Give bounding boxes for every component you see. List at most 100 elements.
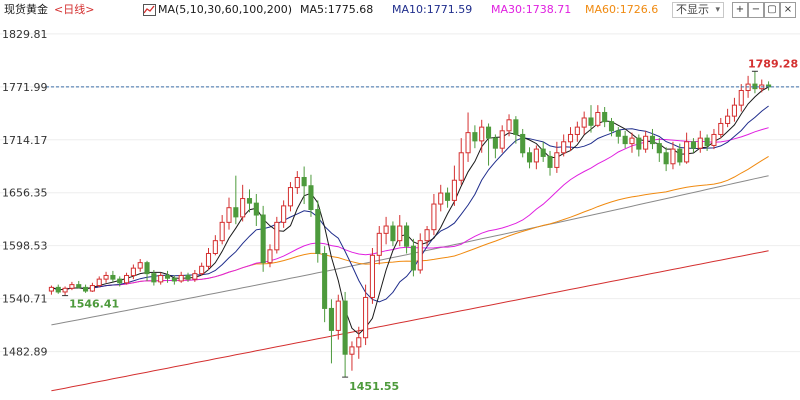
ma10-line: [51, 105, 769, 303]
candle-body: [540, 148, 546, 157]
candle-body: [718, 122, 724, 135]
candle-body: [267, 249, 273, 264]
candle-body: [410, 245, 416, 271]
period-label[interactable]: <日线>: [54, 3, 95, 16]
candle-body: [643, 135, 649, 150]
low-price-label: 1546.41: [69, 298, 119, 311]
candle-body: [96, 278, 102, 287]
ma200-line: [51, 250, 769, 392]
candle-body: [397, 225, 403, 242]
ma60-line: [51, 155, 769, 291]
y-tick-label: 1482.89: [2, 346, 48, 359]
annotations: 1789.28 1546.41 1451.55: [62, 57, 798, 393]
candle-body: [349, 346, 355, 355]
candle-body: [615, 130, 621, 137]
y-tick-label: 1540.71: [2, 293, 48, 306]
candle-body: [670, 148, 676, 165]
candle-body: [445, 192, 451, 201]
candle-body: [308, 185, 314, 211]
y-tick-label: 1714.17: [2, 134, 48, 147]
maximize-button[interactable]: ▢: [764, 2, 780, 18]
candle-body: [281, 205, 287, 223]
ma-params: MA(5,10,30,60,100,200): [158, 3, 293, 16]
add-button[interactable]: +: [732, 2, 748, 18]
candle-body: [274, 221, 280, 251]
candle-body: [533, 148, 539, 163]
y-tick-label: 1598.53: [2, 240, 48, 253]
candle-body: [629, 137, 635, 145]
candle-body: [690, 141, 697, 149]
ma30-value: MA30:1738.71: [491, 3, 572, 16]
candlestick-series: [48, 71, 772, 378]
candle-body: [513, 119, 519, 135]
candle-body: [253, 202, 259, 216]
candle-body: [363, 296, 369, 339]
candle-body: [595, 111, 601, 126]
candle-body: [424, 229, 430, 242]
ma5-line: [51, 86, 769, 335]
candle-body: [622, 135, 628, 145]
candle-body: [185, 274, 191, 280]
candle-body: [110, 274, 116, 280]
candle-body: [602, 111, 608, 123]
candle-body: [485, 126, 492, 139]
candle-body: [390, 225, 396, 242]
candle-body: [636, 137, 642, 150]
candle-body: [711, 133, 717, 146]
candle-body: [499, 130, 505, 149]
grid-lines: [0, 33, 800, 353]
candle-body: [192, 273, 198, 280]
candle-body: [151, 273, 157, 283]
candle-body: [417, 240, 423, 271]
moving-average-lines: [51, 86, 769, 392]
candle-body: [526, 152, 533, 163]
candle-body: [547, 155, 553, 168]
candle-body: [731, 104, 737, 117]
candle-body: [89, 285, 95, 292]
y-tick-label: 1771.99: [2, 81, 48, 94]
display-dropdown[interactable]: 不显示 ▾: [672, 2, 724, 18]
ma100-line: [51, 175, 769, 326]
close-button[interactable]: ×: [780, 2, 796, 18]
candle-body: [199, 265, 205, 275]
candle-body: [520, 133, 526, 154]
ma5-value: MA5:1775.68: [300, 3, 374, 16]
candle-body: [246, 198, 253, 204]
candle-body: [328, 307, 335, 331]
candle-body: [369, 254, 375, 298]
candle-body: [479, 126, 485, 142]
candle-body: [376, 232, 382, 256]
candle-body: [383, 225, 389, 234]
candle-body: [472, 132, 478, 142]
candle-body: [684, 141, 690, 163]
candle-body: [205, 252, 212, 267]
candle-body: [704, 137, 710, 146]
candle-body: [171, 277, 177, 282]
y-tick-label: 1656.35: [2, 187, 48, 200]
candle-body: [342, 300, 348, 355]
candle-body: [649, 135, 656, 145]
candle-body: [137, 262, 143, 269]
candle-body: [233, 207, 239, 218]
candle-body: [404, 225, 410, 247]
candle-body: [438, 192, 444, 205]
chevron-down-icon: ▾: [715, 5, 720, 15]
ma60-value: MA60:1726.6: [585, 3, 659, 16]
candle-body: [608, 121, 615, 132]
low-price-label: 1451.55: [349, 380, 399, 393]
candle-body: [451, 179, 457, 201]
candle-body: [574, 126, 580, 135]
candle-body: [465, 132, 471, 154]
candle-body: [588, 117, 594, 126]
candle-body: [212, 240, 218, 254]
candle-body: [738, 90, 744, 106]
candle-body: [130, 267, 136, 276]
candle-body: [103, 274, 109, 280]
candle-body: [117, 278, 123, 284]
candle-body: [158, 274, 164, 283]
candle-body: [226, 207, 232, 223]
candle-body: [554, 152, 560, 168]
minus-button[interactable]: −: [748, 2, 764, 18]
candle-body: [48, 286, 54, 292]
